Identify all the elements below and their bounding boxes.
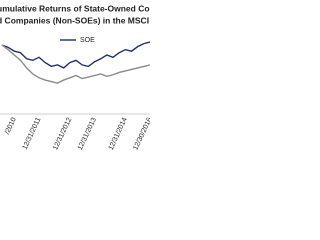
chart-title: umulative Returns of State-Owned Compani… xyxy=(0,3,150,13)
chart-subtitle: d Companies (Non-SOEs) in the MSCI Emerg… xyxy=(0,15,150,25)
line-series xyxy=(1,44,150,84)
background xyxy=(0,0,150,150)
line-series xyxy=(1,41,150,69)
chart: umulative Returns of State-Owned Compani… xyxy=(0,0,150,150)
page: umulative Returns of State-Owned Compani… xyxy=(0,0,150,150)
legend-label: SOE xyxy=(80,37,95,44)
